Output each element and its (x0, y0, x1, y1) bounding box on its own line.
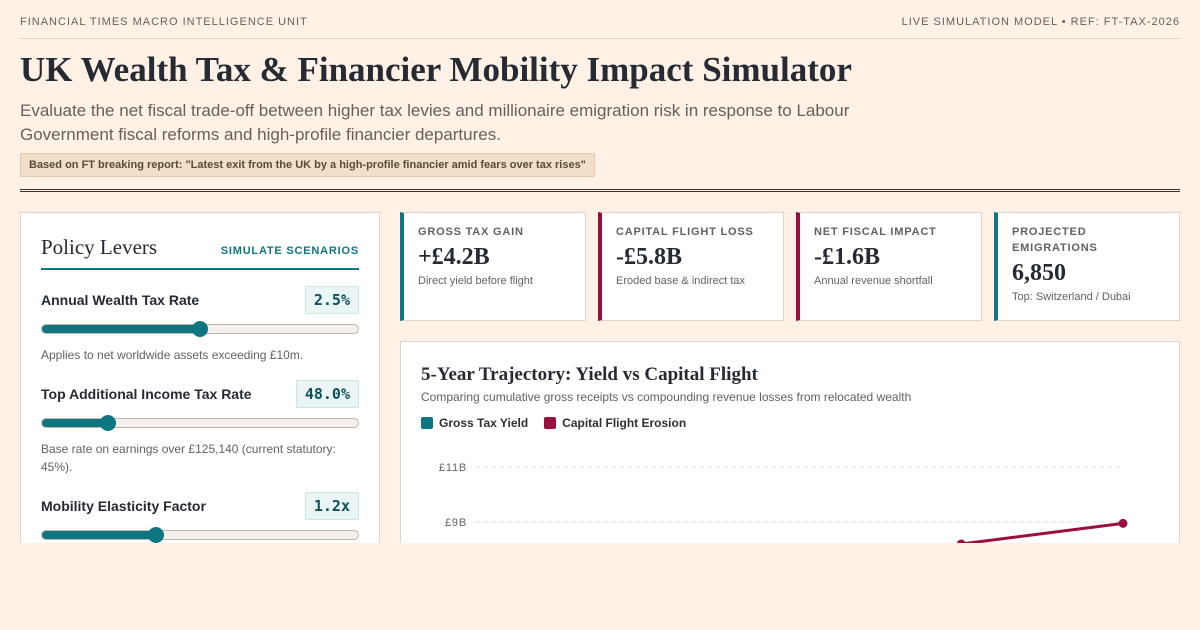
wealth-tax-slider[interactable] (41, 321, 359, 337)
legend-label: Gross Tax Yield (439, 416, 529, 430)
lever-note: Applies to net worldwide assets exceedin… (41, 348, 304, 362)
slider-fill (42, 531, 156, 539)
lever-value: 48.0% (295, 380, 359, 408)
top-bar: FINANCIAL TIMES MACRO INTELLIGENCE UNIT … (20, 16, 1180, 28)
trajectory-chart-card: £11B £9B 5-Year Trajectory: Yield vs Capi… (400, 341, 1180, 561)
lever-mobility-elasticity: Mobility Elasticity Factor 1.2x (41, 492, 359, 543)
simulate-scenarios-button[interactable]: SIMULATE SCENARIOS (220, 245, 359, 257)
legend-item-capital-flight-erosion[interactable]: Capital Flight Erosion (544, 416, 686, 430)
policy-levers-panel: Policy Levers SIMULATE SCENARIOS Annual … (20, 212, 380, 552)
lever-label: Annual Wealth Tax Rate (41, 292, 200, 308)
kpi-label: NET FISCAL IMPACT (814, 226, 937, 238)
slider-fill (42, 419, 109, 427)
publisher-unit: FINANCIAL TIMES MACRO INTELLIGENCE UNIT (20, 16, 308, 28)
slider-thumb[interactable] (147, 527, 164, 543)
slider-thumb[interactable] (192, 321, 208, 337)
lever-label: Top Additional Income Tax Rate (41, 386, 252, 402)
legend-label: Capital Flight Erosion (562, 416, 687, 430)
legend-swatch (544, 417, 557, 429)
page-subtitle: Evaluate the net fiscal trade-off betwee… (20, 101, 850, 144)
legend-swatch (421, 417, 433, 429)
header-divider (20, 38, 1180, 39)
source-tag: Based on FT breaking report: "Latest exi… (20, 153, 595, 177)
kpi-value: -£1.6B (814, 244, 880, 270)
y-tick-label: £11B (439, 462, 467, 474)
chart-title: 5-Year Trajectory: Yield vs Capital Flig… (421, 364, 758, 385)
lever-value: 1.2x (304, 492, 359, 520)
lever-label: Mobility Elasticity Factor (41, 498, 206, 514)
section-divider (20, 189, 1180, 192)
kpi-note: Eroded base & indirect tax (616, 275, 746, 287)
panel-header: Policy Levers SIMULATE SCENARIOS (41, 235, 359, 270)
lever-income-tax: Top Additional Income Tax Rate 48.0% Bas… (41, 380, 359, 476)
kpi-label: CAPITAL FLIGHT LOSS (616, 226, 754, 238)
kpi-value: -£5.8B (616, 244, 682, 270)
page-title: UK Wealth Tax & Financier Mobility Impac… (20, 50, 852, 89)
kpi-capital-flight-loss: CAPITAL FLIGHT LOSS -£5.8B Eroded base &… (598, 212, 784, 321)
kpi-net-fiscal-impact: NET FISCAL IMPACT -£1.6B Annual revenue … (796, 212, 982, 321)
kpi-gross-tax-gain: GROSS TAX GAIN +£4.2B Direct yield befor… (400, 212, 586, 321)
lever-wealth-tax: Annual Wealth Tax Rate 2.5% Applies to n… (41, 286, 359, 364)
slider-fill (42, 325, 200, 333)
chart-subtitle: Comparing cumulative gross receipts vs c… (421, 390, 912, 404)
kpi-label: GROSS TAX GAIN (418, 226, 524, 238)
page-bottom (0, 543, 1200, 630)
slider-thumb[interactable] (100, 415, 117, 431)
kpi-note: Top: Switzerland / Dubai (1012, 291, 1131, 303)
legend-item-gross-tax-yield[interactable]: Gross Tax Yield (421, 416, 528, 430)
income-tax-slider[interactable] (41, 415, 359, 431)
kpi-label: PROJECTED EMIGRATIONS (1012, 226, 1098, 254)
kpi-value: 6,850 (1012, 260, 1066, 286)
lever-note: Base rate on earnings over £125,140 (cur… (41, 442, 336, 474)
panel-title: Policy Levers (41, 235, 158, 259)
y-tick-label: £9B (445, 517, 467, 529)
kpi-note: Direct yield before flight (418, 275, 533, 287)
kpi-value: +£4.2B (418, 244, 490, 270)
lever-value: 2.5% (304, 286, 359, 314)
chart-legend: Gross Tax Yield Capital Flight Erosion (421, 416, 1159, 430)
mobility-elasticity-slider[interactable] (41, 527, 359, 543)
model-reference: LIVE SIMULATION MODEL • REF: FT-TAX-2026 (901, 16, 1180, 28)
kpi-note: Annual revenue shortfall (814, 275, 933, 287)
data-point[interactable] (1118, 518, 1128, 528)
kpi-projected-emigrations: PROJECTED EMIGRATIONS 6,850 Top: Switzer… (994, 212, 1180, 321)
